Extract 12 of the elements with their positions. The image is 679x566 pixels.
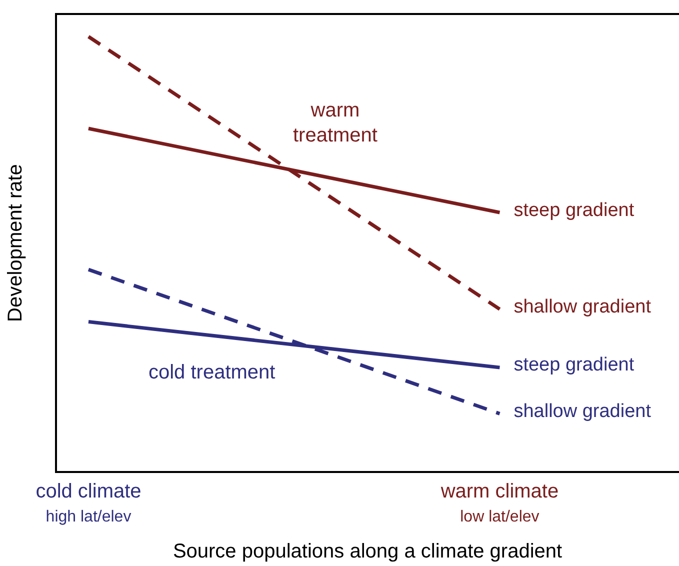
series-label: steep gradient — [514, 200, 635, 221]
series-label: shallow gradient — [514, 296, 652, 318]
text: high lat/elev — [46, 508, 132, 526]
annotation: cold treatment — [148, 362, 276, 384]
x-axis-title: Source populations along a climate gradient — [172, 540, 563, 563]
series-label: shallow gradient — [514, 400, 652, 422]
text: low lat/elev — [460, 508, 540, 526]
y-axis-title: Development rate — [4, 164, 27, 322]
x-tick-label: warm climate — [440, 480, 559, 503]
series-label: steep gradient — [514, 354, 635, 376]
x-tick-label: cold climate — [36, 480, 142, 503]
annotation: warm treatment — [292, 100, 378, 147]
